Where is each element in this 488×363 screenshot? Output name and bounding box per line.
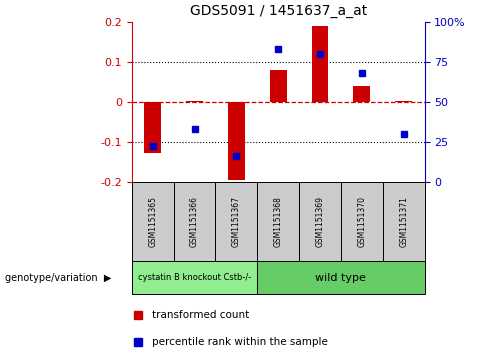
Bar: [186, 101, 203, 102]
Bar: [312, 26, 328, 102]
Text: genotype/variation  ▶: genotype/variation ▶: [5, 273, 111, 283]
FancyBboxPatch shape: [174, 182, 215, 261]
Text: GSM1151370: GSM1151370: [357, 196, 366, 247]
Text: GSM1151365: GSM1151365: [148, 196, 157, 247]
Text: GSM1151371: GSM1151371: [399, 196, 408, 247]
FancyBboxPatch shape: [215, 182, 257, 261]
Bar: [353, 86, 370, 102]
Text: GSM1151366: GSM1151366: [190, 196, 199, 247]
Text: percentile rank within the sample: percentile rank within the sample: [152, 337, 328, 347]
FancyBboxPatch shape: [299, 182, 341, 261]
Text: wild type: wild type: [315, 273, 366, 283]
Text: GSM1151368: GSM1151368: [274, 196, 283, 247]
FancyBboxPatch shape: [257, 182, 299, 261]
Bar: [228, 102, 244, 179]
Text: cystatin B knockout Cstb-/-: cystatin B knockout Cstb-/-: [138, 273, 251, 282]
FancyBboxPatch shape: [132, 182, 174, 261]
Bar: [144, 102, 161, 153]
FancyBboxPatch shape: [132, 261, 257, 294]
Bar: [395, 101, 412, 102]
Text: GSM1151367: GSM1151367: [232, 196, 241, 247]
Bar: [270, 70, 286, 102]
FancyBboxPatch shape: [341, 182, 383, 261]
Text: transformed count: transformed count: [152, 310, 249, 320]
Title: GDS5091 / 1451637_a_at: GDS5091 / 1451637_a_at: [189, 4, 367, 18]
FancyBboxPatch shape: [383, 182, 425, 261]
FancyBboxPatch shape: [257, 261, 425, 294]
Text: GSM1151369: GSM1151369: [315, 196, 325, 247]
